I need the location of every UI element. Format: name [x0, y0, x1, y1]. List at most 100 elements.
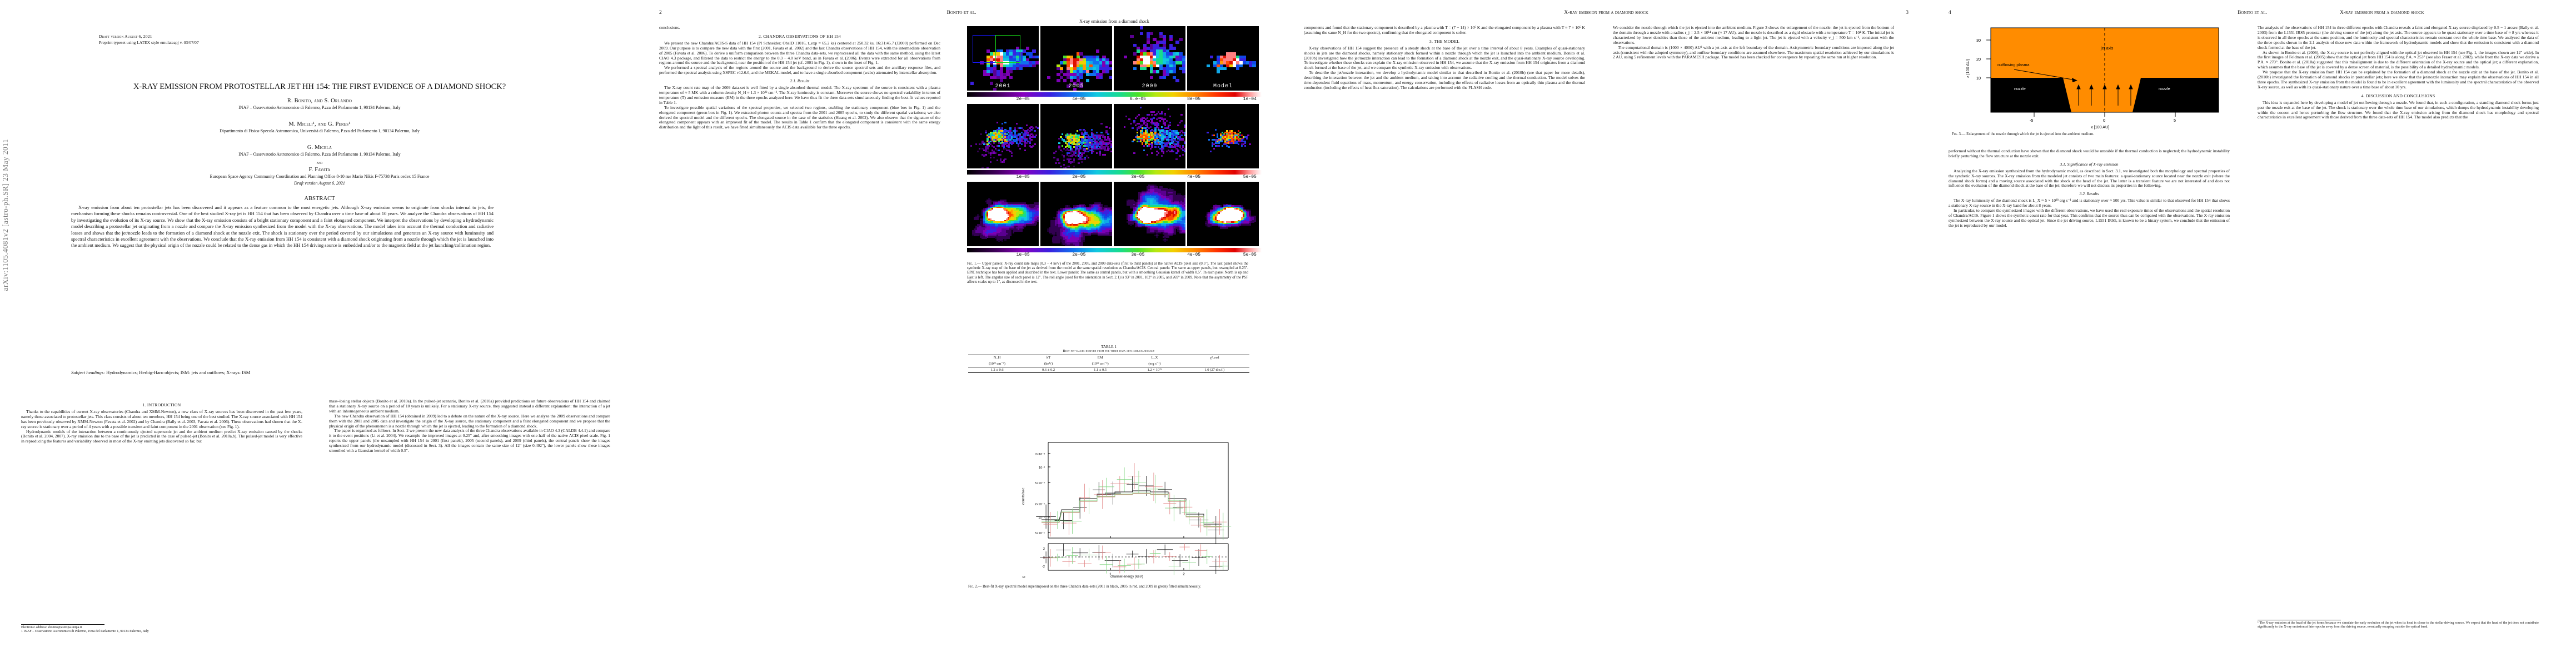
paragraph: This idea is expanded here by developing… [2258, 99, 2539, 120]
cell: 1.2 × 10²⁹ [1147, 367, 1162, 372]
author-line-1: R. Bonito, and S. Orlando [287, 98, 352, 104]
paragraph: We consider the nozzle through which the… [1613, 25, 1894, 45]
page3-column-left: components and found that the stationary… [1304, 25, 1585, 91]
paragraph: performed without the thermal conduction… [1949, 148, 2230, 158]
figure-3-caption: Fig. 3.— Enlargement of the nozzle throu… [1952, 132, 2233, 137]
table-header-row: N_H kT EM L_X χ²_red [968, 355, 1249, 361]
map-panel-2009: 2009 [1114, 26, 1185, 91]
page-2: 2 Bonito et al. conclusions. 2. CHANDRA … [639, 0, 1284, 667]
tick: 4e-05 [1187, 252, 1201, 257]
running-author: Bonito et al. [2238, 10, 2267, 16]
page-4: 4 Bonito et al. X-ray emission from a di… [1929, 0, 2576, 667]
map-panel-label: Model [1213, 83, 1233, 89]
tick: 2e-05 [1072, 175, 1086, 180]
tick: 6.e-05 [1129, 97, 1146, 102]
tick: 1e-05 [1016, 175, 1030, 180]
subject-value: Hydrodynamics; Herbig-Haro objects; ISM:… [106, 370, 251, 375]
map-panel-label: 2009 [1142, 83, 1158, 89]
col-unit: (erg s⁻¹) [1148, 362, 1161, 366]
figure-1: X-ray emission from a diamond shock 2001… [967, 19, 1262, 285]
svg-text:2×10⁻³: 2×10⁻³ [1035, 453, 1045, 456]
affiliation-1: INAF – Osservatorio Astronomico di Paler… [238, 105, 401, 110]
xtick: 5 [2174, 118, 2176, 123]
nozzle-diagram [1986, 27, 2219, 117]
xtick: 0 [2103, 118, 2105, 123]
paragraph: The analysis of the observations of HH 1… [2258, 25, 2539, 50]
section-heading-model: 3. THE MODEL [1429, 38, 1460, 44]
cell: 0.6 ± 0.2 [1042, 367, 1055, 372]
figure-3-caption-text: Enlargement of the nozzle through which … [1966, 132, 2094, 136]
cell: 1.0 (27 d.o.f.) [1204, 367, 1225, 372]
stationary-region-box [973, 35, 996, 63]
paragraph: The X-ray luminosity of the diamond shoc… [1949, 198, 2230, 208]
tick: 5e-05 [1243, 252, 1257, 257]
col-unit: (10⁵² cm⁻³) [1092, 362, 1109, 366]
paragraph: components and found that the stationary… [1304, 25, 1585, 35]
page-number: 3 [1906, 10, 1909, 16]
cell: 1.2 ± 0.6 [990, 367, 1004, 372]
svg-text:5×10⁻⁵: 5×10⁻⁵ [1035, 531, 1045, 535]
svg-text:-2: -2 [1042, 565, 1045, 569]
map-panel-2005-resampled [1040, 104, 1112, 168]
outflowing-plasma-label: outflowing plasma [1997, 62, 2030, 67]
figure-1-upper-panels: 2001 2005 2009 Model [967, 26, 1262, 91]
svg-text:2: 2 [1043, 547, 1045, 551]
map-panel-model: Model [1187, 26, 1259, 91]
figure-1-caption-text: Upper panels: X-ray count rate maps (0.3… [967, 262, 1248, 284]
map-panel-2005: 2005 [1040, 26, 1112, 91]
page2-column-left: conclusions. 2. CHANDRA OBSERVATIONS OF … [659, 25, 940, 130]
cell: 1.1 ± 0.5 [1094, 367, 1107, 372]
col-header: EM [1097, 356, 1103, 360]
nozzle-label-right: nozzle [2159, 86, 2170, 91]
map-panel-2001-resampled [967, 104, 1039, 168]
table-1: TABLE 1 Best-fit values derived from the… [968, 345, 1249, 374]
draft-version-block: Draft version August 6, 2021 Preprint ty… [99, 33, 199, 46]
subsection-heading-results: 2.1. Results [790, 78, 810, 84]
figure-1-title: X-ray emission from a diamond shock [1079, 19, 1149, 24]
paragraph: conclusions. [659, 25, 680, 30]
figure-1-central-panels [967, 104, 1262, 168]
map-panel-label: 2005 [1068, 83, 1084, 89]
page1-column-right: mass–losing stellar objects (Bonito et a… [329, 399, 610, 454]
ytick: 30 [1976, 38, 1981, 43]
running-head: X-ray emission from a diamond shock [2340, 10, 2424, 16]
tick: 8e-05 [1187, 97, 1201, 102]
author-line-2: M. Miceli¹, and G. Peres¹ [288, 121, 351, 127]
spectrum-plot: 5×10⁻⁵10⁻⁴2×10⁻⁴5×10⁻⁴10⁻³2×10⁻³12-202 [1035, 442, 1232, 576]
map-panel-2005-smoothed [1040, 182, 1112, 246]
tick: 2e-05 [1016, 97, 1030, 102]
page-number: 2 [659, 10, 662, 16]
running-head: X-ray emission from a diamond shock [1564, 10, 1648, 16]
table-1-number: TABLE 1 [1101, 345, 1117, 349]
table-row: 1.2 ± 0.6 0.6 ± 0.2 1.1 ± 0.5 1.2 × 10²⁹… [968, 367, 1249, 373]
page-number: 4 [1949, 10, 1951, 16]
paragraph: We propose that the X-ray emission from … [2258, 69, 2539, 89]
section-heading-intro: 1. INTRODUCTION [142, 402, 181, 407]
colorbar-lower [967, 248, 1262, 252]
tick: 1e-04 [1243, 97, 1257, 102]
author-line-4: F. Favata [308, 167, 331, 173]
tick: 3e-05 [1131, 175, 1145, 180]
paragraph: We performed a spectral analysis of the … [659, 65, 940, 76]
abstract-heading: ABSTRACT [304, 196, 335, 202]
colorbar-upper-ticks: 2e-05 4e-05 6.e-05 8e-05 1e-04 [967, 97, 1262, 103]
paragraph: The computational domain is (1000 × 4000… [1613, 44, 1894, 60]
xtick: -5 [2030, 118, 2034, 123]
col-header: L_X [1151, 356, 1158, 360]
and-word: and [316, 160, 323, 165]
svg-text:1: 1 [1109, 573, 1112, 576]
page-3: X-ray emission from a diamond shock 3 co… [1284, 0, 1929, 667]
figure-1-caption-label: Fig. 1.— [967, 262, 981, 266]
figure-1-caption: Fig. 1.— Upper panels: X-ray count rate … [967, 262, 1248, 285]
ytick: 20 [1976, 57, 1981, 62]
figure-2-caption: Fig. 2.— Best-fit X-ray spectral model s… [968, 585, 1249, 589]
tick: 3e-05 [1131, 252, 1145, 257]
footnote-rule [21, 624, 104, 625]
paragraph: As shown in Bonito et al. (2006), the X-… [2258, 49, 2539, 70]
col-unit: (10²² cm⁻²) [989, 362, 1005, 366]
paragraph: Analyzing the X-ray emission synthesized… [1949, 168, 2230, 188]
colorbar-central [967, 170, 1262, 175]
arxiv-stamp: arXiv:1105.4081v2 [astro-ph.SR] 23 May 2… [1, 139, 9, 291]
paragraph: Thanks to the capabilities of current X-… [21, 409, 302, 429]
tick: 5e-05 [1243, 175, 1257, 180]
